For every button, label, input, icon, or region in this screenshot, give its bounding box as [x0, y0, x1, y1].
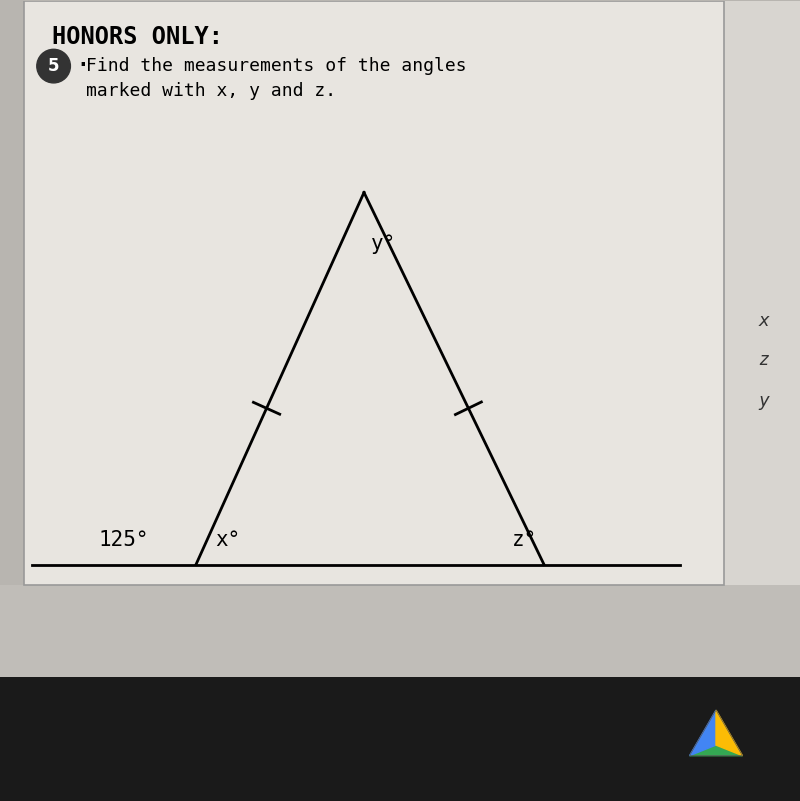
Text: ·: ·: [74, 52, 91, 80]
Text: x: x: [758, 312, 770, 329]
Text: x°: x°: [215, 530, 241, 550]
Text: Find the measurements of the angles: Find the measurements of the angles: [86, 57, 467, 75]
Polygon shape: [690, 710, 716, 755]
Text: 5: 5: [48, 57, 59, 75]
Text: marked with x, y and z.: marked with x, y and z.: [86, 82, 337, 100]
Text: z: z: [758, 352, 770, 369]
Polygon shape: [716, 710, 742, 755]
Circle shape: [37, 50, 70, 83]
Text: y°: y°: [371, 235, 397, 255]
FancyBboxPatch shape: [724, 1, 800, 585]
FancyBboxPatch shape: [0, 585, 800, 677]
FancyBboxPatch shape: [0, 677, 800, 800]
Text: z°: z°: [511, 530, 537, 550]
FancyBboxPatch shape: [24, 1, 724, 585]
Text: 125°: 125°: [98, 530, 150, 550]
Text: y: y: [758, 392, 770, 409]
Polygon shape: [690, 745, 742, 755]
Text: HONORS ONLY:: HONORS ONLY:: [52, 25, 223, 49]
